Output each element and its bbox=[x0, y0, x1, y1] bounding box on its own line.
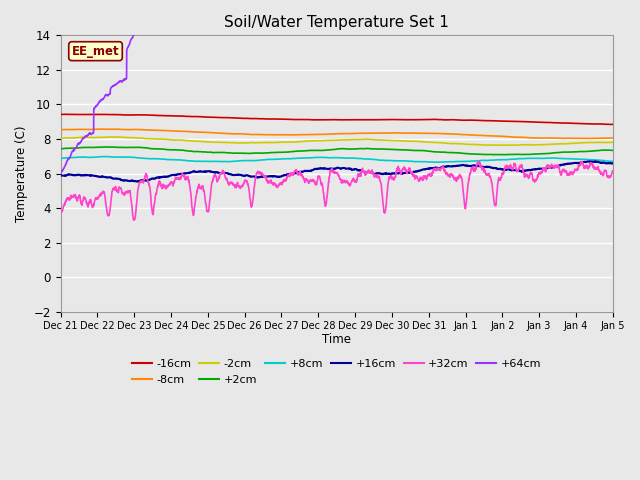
Title: Soil/Water Temperature Set 1: Soil/Water Temperature Set 1 bbox=[224, 15, 449, 30]
Legend: -16cm, -8cm, -2cm, +2cm, +8cm, +16cm, +32cm, +64cm: -16cm, -8cm, -2cm, +2cm, +8cm, +16cm, +3… bbox=[128, 355, 546, 389]
Text: EE_met: EE_met bbox=[72, 45, 119, 58]
X-axis label: Time: Time bbox=[322, 333, 351, 346]
Y-axis label: Temperature (C): Temperature (C) bbox=[15, 125, 28, 222]
